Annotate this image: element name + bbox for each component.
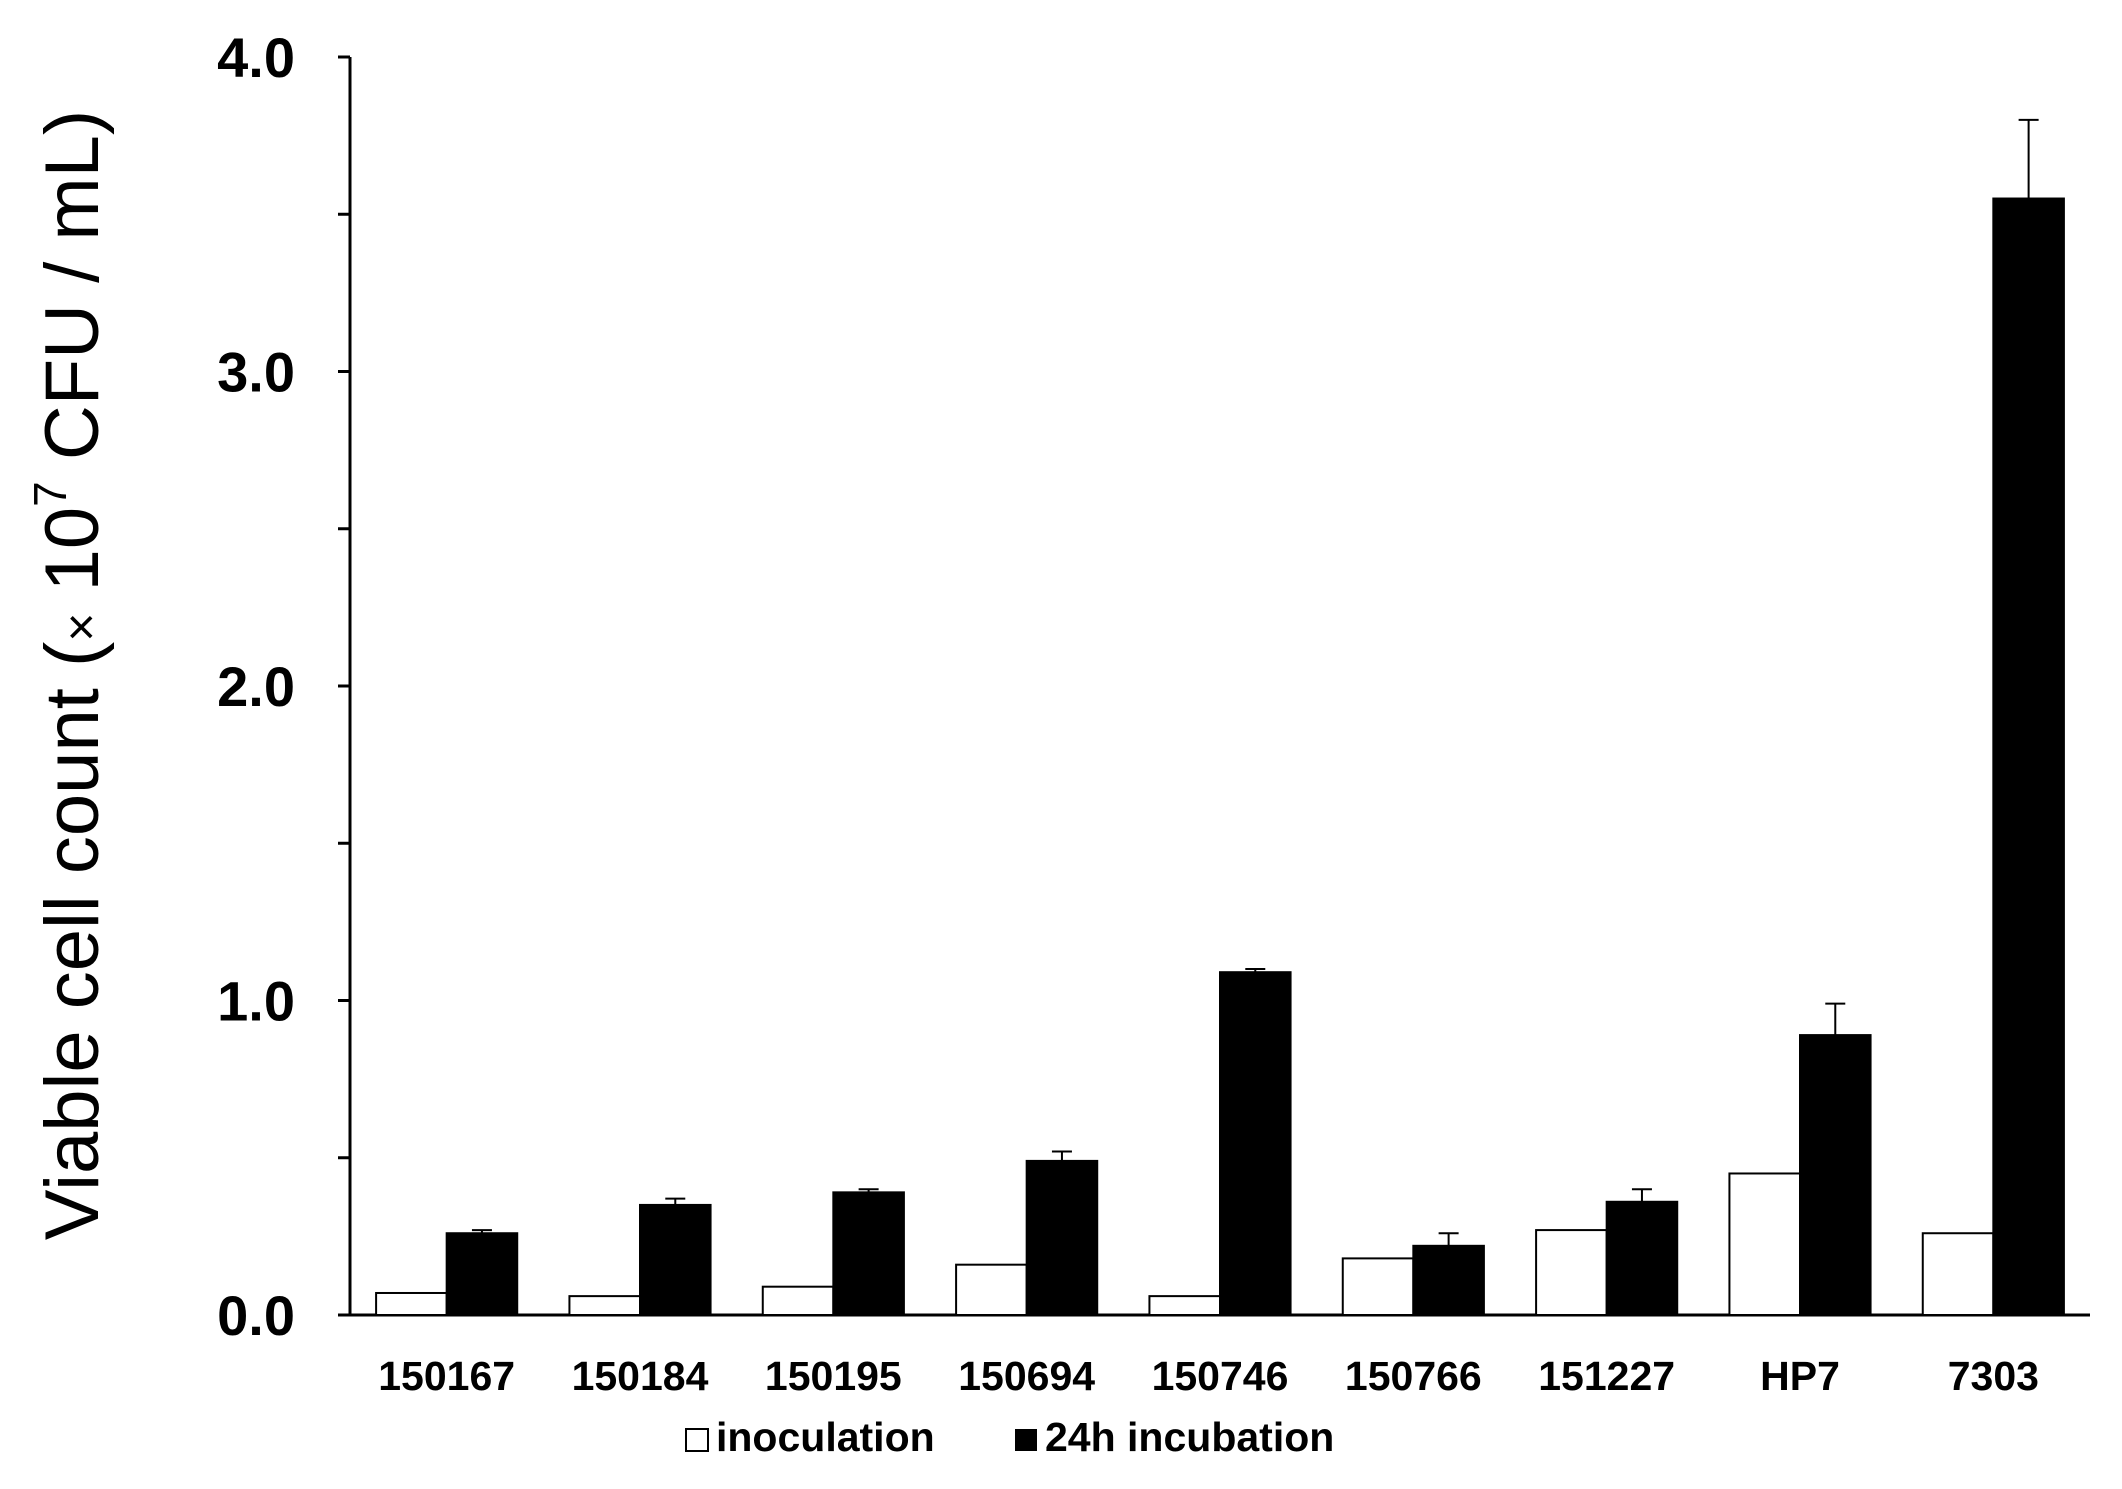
legend-label-inoculation: inoculation — [716, 1414, 935, 1460]
y-tick-label: 3.0 — [217, 341, 295, 404]
x-tick-label: 150694 — [958, 1353, 1095, 1399]
y-axis-ticks: 0.0 1.0 2.0 3.0 4.0 — [217, 26, 350, 1347]
x-tick-label: HP7 — [1760, 1353, 1840, 1399]
bar-inoculation-150694 — [955, 1263, 1028, 1317]
bar-24h-incubation-151227 — [1605, 1200, 1679, 1317]
bar-24h-incubation-150167 — [445, 1232, 519, 1316]
legend-swatch-inoculation — [685, 1428, 709, 1452]
y-tick-label: 2.0 — [217, 655, 295, 718]
bar-24h-incubation-150184 — [639, 1203, 712, 1317]
bar-24h-incubation-HP7 — [1799, 1034, 1872, 1316]
x-tick-label: 150167 — [378, 1353, 515, 1399]
y-axis-label: Viable cell count (× 107 CFU / mL) — [24, 110, 115, 1241]
bars — [375, 118, 2065, 1317]
x-tick-label: 150746 — [1152, 1353, 1289, 1399]
y-tick-label: 1.0 — [217, 970, 295, 1033]
x-tick-label: 150195 — [765, 1353, 902, 1399]
bar-inoculation-HP7 — [1728, 1172, 1802, 1316]
legend-label-24h-incubation: 24h incubation — [1045, 1414, 1334, 1460]
bar-inoculation-151227 — [1535, 1229, 1608, 1316]
bar-inoculation-150184 — [568, 1295, 642, 1317]
x-tick-label: 150766 — [1345, 1353, 1482, 1399]
x-tick-label: 151227 — [1538, 1353, 1675, 1399]
bar-24h-incubation-150746 — [1219, 971, 1292, 1316]
bar-inoculation-150195 — [761, 1285, 835, 1316]
y-tick-label: 0.0 — [217, 1284, 295, 1347]
y-tick-label: 4.0 — [217, 26, 295, 89]
x-tick-label: 150184 — [572, 1353, 709, 1399]
bar-24h-incubation-150694 — [1025, 1159, 1099, 1317]
bar-inoculation-150167 — [375, 1291, 448, 1316]
bar-inoculation-150766 — [1341, 1257, 1415, 1317]
x-tick-label: 7303 — [1948, 1353, 2039, 1399]
bar-24h-incubation-150766 — [1412, 1244, 1485, 1317]
bar-24h-incubation-150195 — [832, 1191, 905, 1316]
legend: inoculation 24h incubation — [685, 1414, 1334, 1460]
x-axis-labels: 150167 150184 150195 150694 150746 150766 1512… — [378, 1353, 2039, 1399]
bar-inoculation-150746 — [1148, 1295, 1222, 1317]
bar-24h-incubation-7303 — [1992, 197, 2065, 1316]
bar-inoculation-7303 — [1921, 1232, 1995, 1316]
legend-swatch-24h-incubation — [1015, 1429, 1037, 1451]
